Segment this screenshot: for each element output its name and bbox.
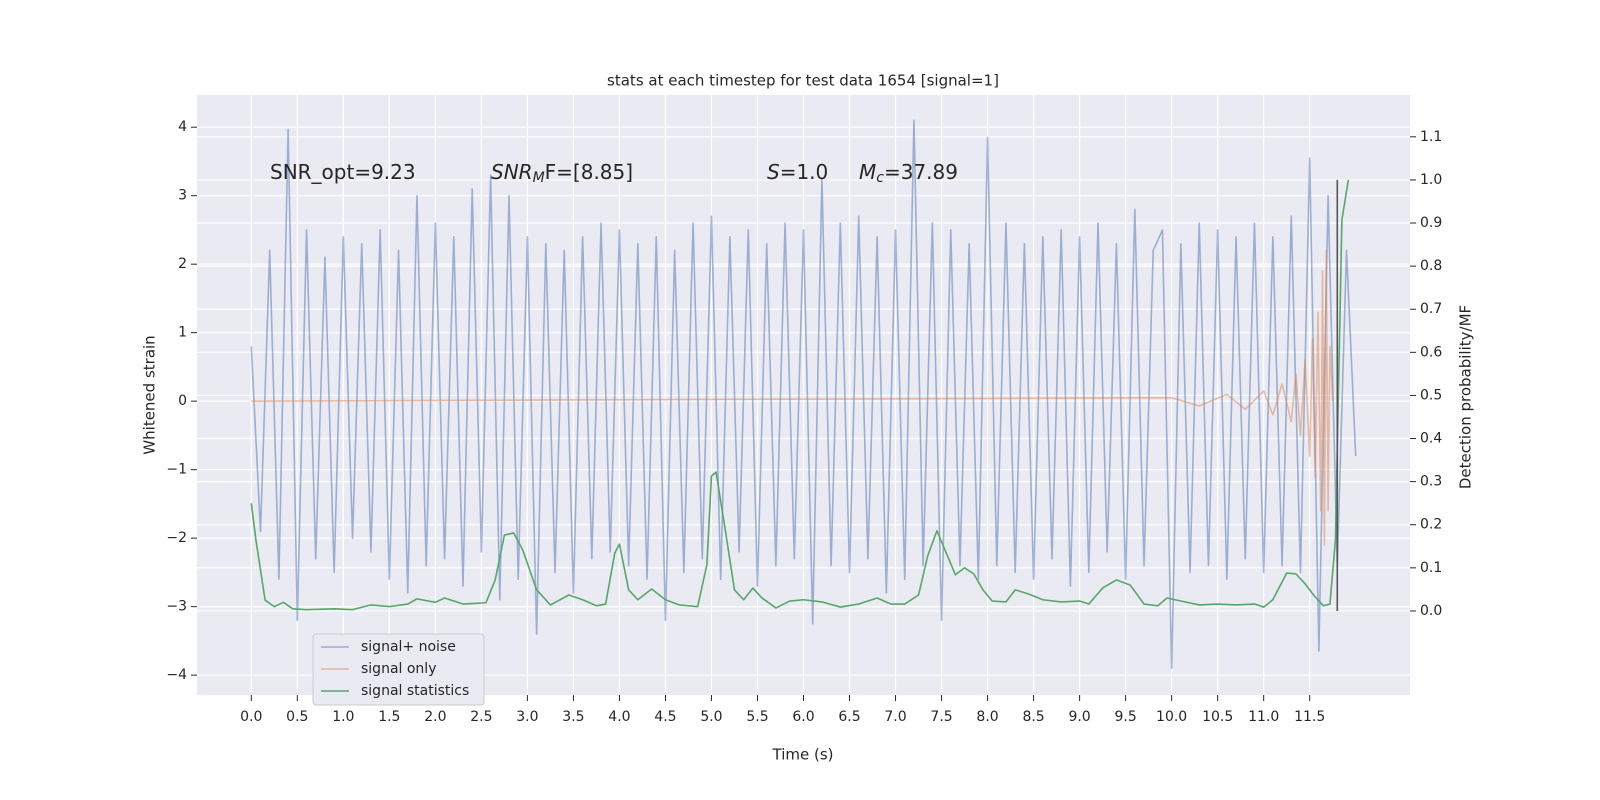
chart-title: stats at each timestep for test data 165… xyxy=(607,72,999,90)
x-tick-label: 11.0 xyxy=(1248,709,1279,725)
y-tick-label: −2 xyxy=(166,530,187,546)
y-tick-label: 0 xyxy=(178,393,187,409)
y2-tick-label: 0.7 xyxy=(1420,301,1442,317)
x-tick-label: 6.5 xyxy=(838,709,860,725)
y2-axis-label: Detection probability/MF xyxy=(1457,305,1475,489)
y-tick-label: −1 xyxy=(166,462,187,478)
x-tick-label: 3.5 xyxy=(562,709,584,725)
x-tick-label: 0.0 xyxy=(240,709,262,725)
annotation-text: SNR_opt=9.23 xyxy=(270,160,416,184)
x-tick-label: 5.0 xyxy=(700,709,722,725)
y2-tick-label: 0.5 xyxy=(1420,387,1442,403)
legend-box xyxy=(312,633,485,706)
annotation: SNR_opt=9.23 xyxy=(270,160,416,184)
x-tick-label: 2.5 xyxy=(470,709,492,725)
legend-label: signal+ noise xyxy=(361,639,456,655)
x-tick-label: 6.0 xyxy=(792,709,814,725)
data-line xyxy=(251,249,1334,546)
y-tick-label: −4 xyxy=(166,667,187,683)
y2-tick-label: 0.4 xyxy=(1420,431,1442,447)
x-tick-label: 11.5 xyxy=(1294,709,1325,725)
x-tick-label: 10.0 xyxy=(1156,709,1187,725)
annotation-after: =1.0 xyxy=(780,160,829,184)
x-tick-label: 1.0 xyxy=(332,709,354,725)
y2-tick-label: 1.0 xyxy=(1420,172,1442,188)
x-tick-label: 0.5 xyxy=(286,709,308,725)
x-tick-label: 5.5 xyxy=(746,709,768,725)
annotation-after: F=[8.85] xyxy=(545,160,633,184)
legend-label: signal statistics xyxy=(361,683,469,699)
y-tick-label: 3 xyxy=(178,188,187,204)
y2-tick-label: 0.8 xyxy=(1420,258,1442,274)
y-tick-label: 1 xyxy=(178,325,187,341)
annotation-sub: M xyxy=(533,170,545,186)
legend: signal+ noise signal only signal statistic… xyxy=(312,633,485,706)
x-tick-label: 9.0 xyxy=(1068,709,1090,725)
x-tick-label: 9.5 xyxy=(1114,709,1136,725)
legend-label: signal only xyxy=(361,661,436,677)
x-tick-label: 7.0 xyxy=(884,709,906,725)
x-tick-label: 1.5 xyxy=(378,709,400,725)
annotation: S=1.0 xyxy=(767,160,828,184)
annotation-text: SNR xyxy=(491,160,533,184)
annotation-text: M xyxy=(859,160,876,184)
y2-tick-label: 0.2 xyxy=(1420,517,1442,533)
y2-tick-label: 0.6 xyxy=(1420,344,1442,360)
annotation-sub: c xyxy=(876,170,884,186)
x-tick-label: 7.5 xyxy=(930,709,952,725)
x-axis-label: Time (s) xyxy=(772,746,834,764)
y2-tick-label: 0.1 xyxy=(1420,560,1442,576)
y-axis-label: Whitened strain xyxy=(141,335,159,454)
x-tick-label: 8.5 xyxy=(1022,709,1044,725)
y-tick-label: 4 xyxy=(178,119,187,135)
x-tick-label: 4.5 xyxy=(654,709,676,725)
data-line xyxy=(250,179,1350,611)
x-tick-label: 3.0 xyxy=(516,709,538,725)
annotation: Mc=37.89 xyxy=(859,160,958,187)
y-tick-label: −3 xyxy=(166,599,187,615)
annotation: SNRMF=[8.85] xyxy=(491,160,633,187)
x-tick-label: 2.0 xyxy=(424,709,446,725)
y2-tick-label: 0.0 xyxy=(1420,603,1442,619)
x-tick-label: 10.5 xyxy=(1202,709,1233,725)
y2-tick-label: 0.3 xyxy=(1420,474,1442,490)
x-tick-label: 8.0 xyxy=(976,709,998,725)
annotation-after: =37.89 xyxy=(884,160,958,184)
y2-tick-label: 0.9 xyxy=(1420,215,1442,231)
x-tick-label: 4.0 xyxy=(608,709,630,725)
data-line xyxy=(250,119,1357,670)
y2-tick-label: 1.1 xyxy=(1420,129,1442,145)
annotation-text: S xyxy=(767,160,780,184)
y-tick-label: 2 xyxy=(178,256,187,272)
